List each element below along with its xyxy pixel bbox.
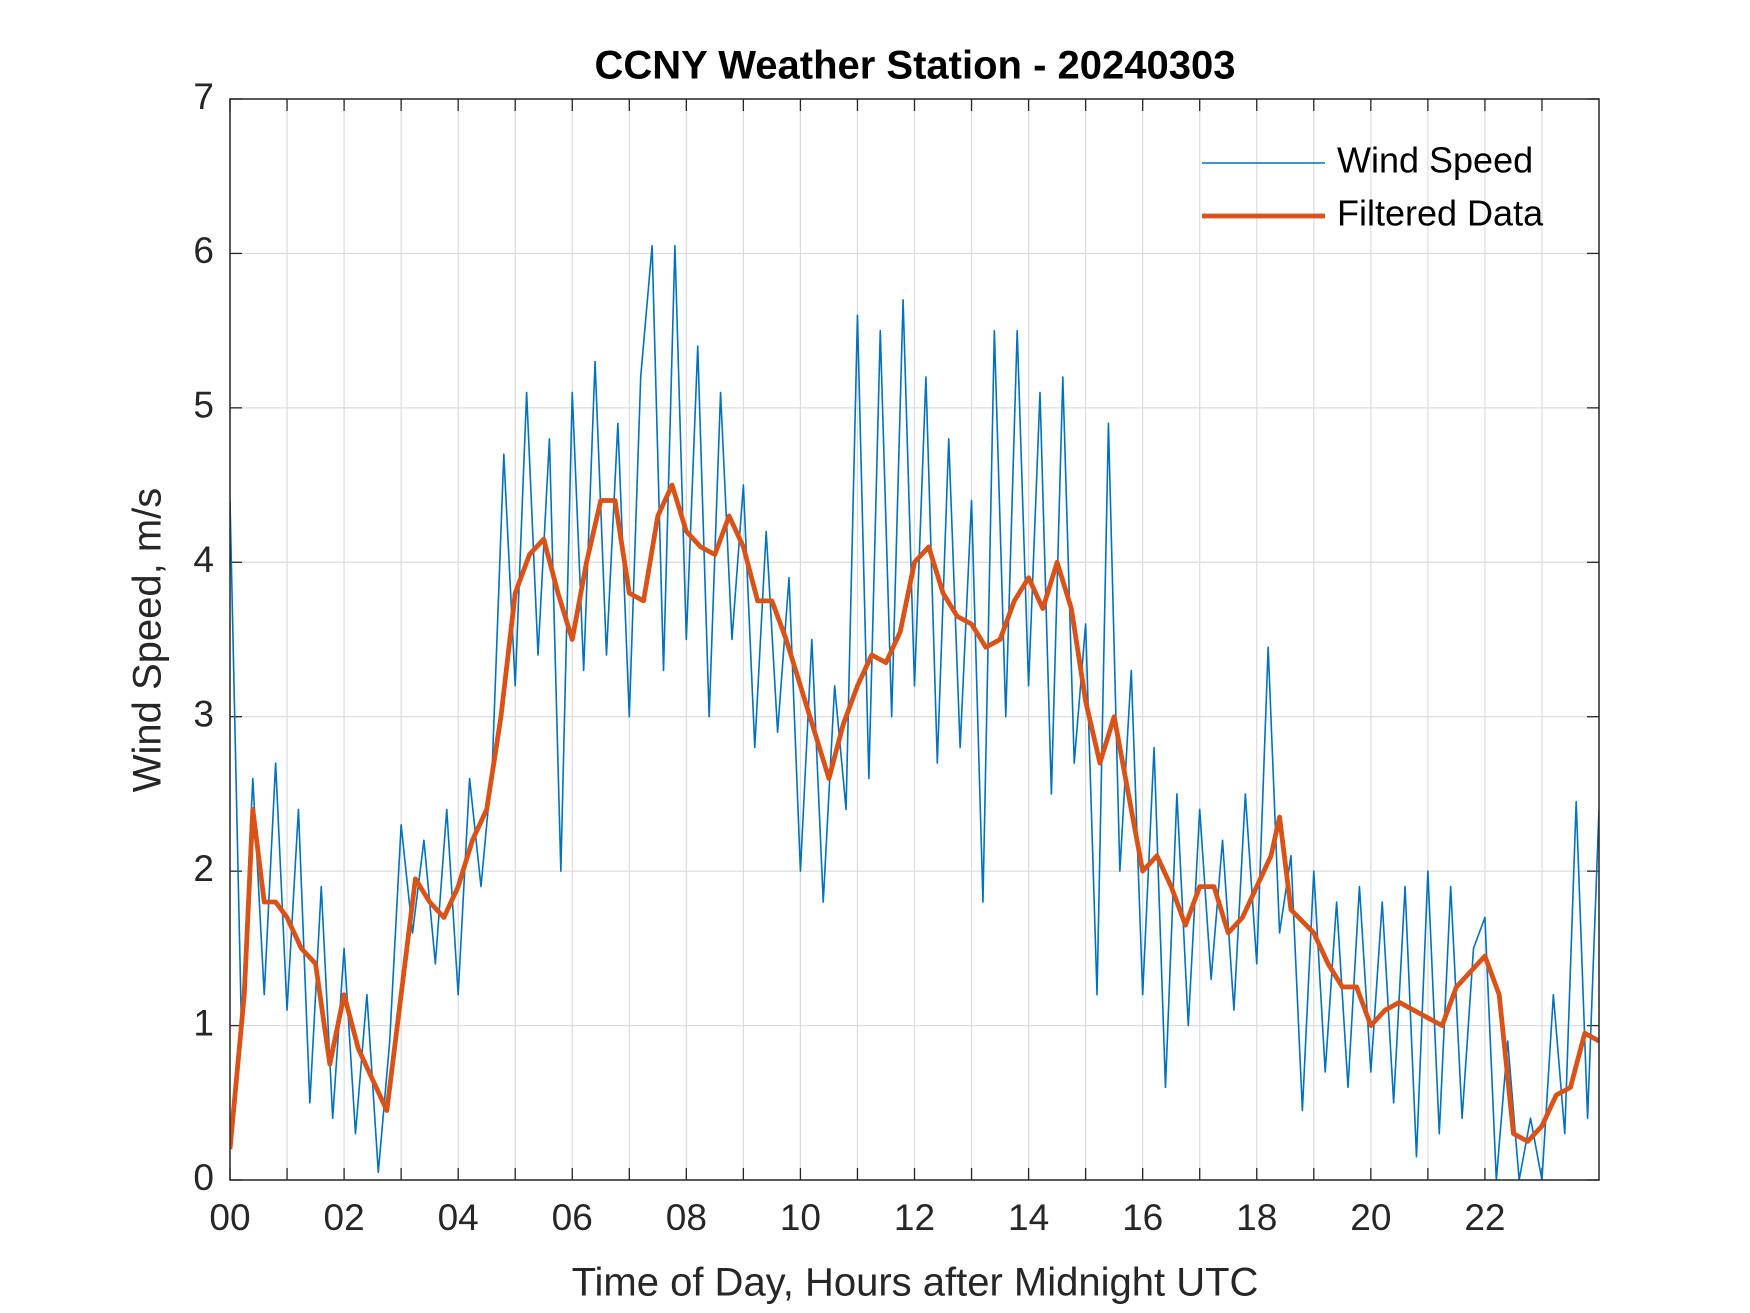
axes-box (229, 98, 1600, 1181)
x-axis-label: Time of Day, Hours after Midnight UTC (572, 1261, 1259, 1305)
x-tick-label: 06 (552, 1197, 593, 1238)
data-line (230, 482, 1599, 1150)
y-tick-label: 4 (193, 539, 214, 580)
x-tick-label: 10 (780, 1197, 821, 1238)
plot-area (230, 244, 1599, 1180)
x-tick-label: 16 (1122, 1197, 1163, 1238)
x-tick-label: 02 (324, 1197, 365, 1238)
y-tick-label: 0 (193, 1157, 214, 1198)
legend-label: Wind Speed (1337, 140, 1533, 181)
chart-title: CCNY Weather Station - 20240303 (595, 44, 1236, 88)
data-line (230, 244, 1599, 1180)
y-axis-label: Wind Speed, m/s (126, 488, 170, 793)
y-tick-label: 2 (193, 848, 214, 889)
y-tick-label: 7 (193, 76, 214, 117)
y-tick-label: 3 (193, 693, 214, 734)
x-tick-label: 14 (1008, 1197, 1049, 1238)
y-tick-label: 6 (193, 230, 214, 271)
legend-label: Filtered Data (1337, 193, 1544, 234)
x-tick-label: 18 (1236, 1197, 1277, 1238)
x-tick-label: 00 (209, 1197, 250, 1238)
x-tick-label: 12 (894, 1197, 935, 1238)
x-tick-label: 22 (1464, 1197, 1505, 1238)
y-tick-label: 1 (193, 1002, 214, 1043)
x-tick-label: 08 (666, 1197, 707, 1238)
x-tick-label: 20 (1350, 1197, 1391, 1238)
x-tick-label: 04 (438, 1197, 479, 1238)
y-tick-label: 5 (193, 385, 214, 426)
